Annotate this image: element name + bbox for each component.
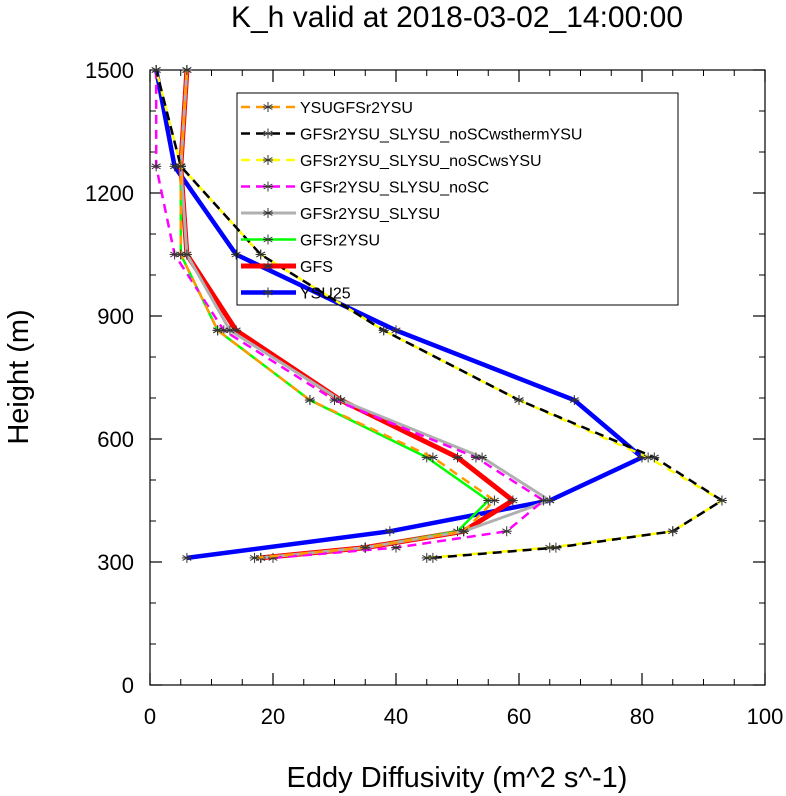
legend-item: YSU25 [241, 286, 351, 303]
legend-item: GFSr2YSU [241, 233, 380, 250]
data-point-marker [514, 395, 524, 406]
data-point-marker [391, 325, 401, 336]
y-tick-label: 0 [122, 673, 134, 698]
y-tick-label: 600 [97, 427, 134, 452]
legend-item: GFSr2YSU_SLYSU_noSCwsYSU [241, 153, 542, 170]
legend-item: GFS [241, 259, 333, 276]
axis-ticks: 0 20 40 60 80 100 0 300 600 900 1200 1500 [85, 58, 783, 729]
x-tick-label: 40 [384, 704, 408, 729]
legend-item: GFSr2YSU_SLYSU_noSCwsthermYSU [241, 127, 582, 144]
data-point-marker [329, 395, 340, 406]
x-tick-label: 20 [261, 704, 285, 729]
data-point-marker [212, 325, 223, 336]
data-point-marker [263, 128, 273, 139]
data-point-marker [427, 452, 438, 463]
data-point-marker [550, 542, 561, 553]
series-line [154, 69, 724, 560]
data-point-marker [489, 495, 500, 506]
data-point-marker [151, 161, 162, 172]
data-point-marker [249, 552, 260, 563]
legend-item: YSUGFSr2YSU [241, 100, 413, 117]
data-point-marker [263, 181, 273, 192]
y-tick-label: 1200 [85, 181, 134, 206]
series-line [179, 69, 552, 560]
data-point-marker [175, 161, 186, 172]
data-point-marker [175, 249, 186, 260]
data-point-marker [470, 452, 481, 463]
data-point-marker [391, 542, 401, 553]
legend-label: GFSr2YSU_SLYSU_noSCwsthermYSU [300, 127, 582, 144]
y-axis-label: Height (m) [3, 309, 35, 444]
data-point-marker [181, 65, 192, 75]
data-point-marker [716, 495, 727, 506]
legend-item: GFSr2YSU_SLYSU_noSC [241, 180, 489, 197]
legend-label: GFS [300, 259, 333, 276]
legend-label: GFSr2YSU [300, 233, 380, 250]
x-axis-label: Eddy Diffusivity (m^2 s^-1) [287, 762, 628, 794]
data-point-marker [538, 495, 549, 506]
x-tick-label: 100 [747, 704, 784, 729]
series-line [154, 69, 724, 560]
legend-box [236, 92, 679, 306]
data-point-marker [649, 452, 660, 463]
data-point-marker [501, 526, 512, 537]
data-point-marker [263, 208, 273, 218]
chart-title: K_h valid at 2018-03-02_14:00:00 [231, 1, 683, 34]
legend-label: GFSr2YSU_SLYSU [300, 206, 440, 223]
data-point-marker [181, 552, 192, 563]
series-line [179, 69, 496, 560]
data-point-marker [667, 526, 678, 537]
legend-label: GFSr2YSU_SLYSU_noSCwsYSU [300, 153, 542, 170]
data-point-marker [378, 325, 389, 336]
data-point-marker [569, 395, 580, 406]
legend-label: GFSr2YSU_SLYSU_noSC [300, 180, 489, 197]
series-line [154, 70, 545, 560]
x-tick-label: 80 [630, 704, 654, 729]
data-point-marker [384, 526, 395, 537]
x-tick-label: 60 [507, 704, 531, 729]
legend-label: YSU25 [300, 286, 351, 303]
x-tick-label: 0 [144, 704, 156, 729]
data-point-marker [263, 102, 273, 112]
data-point-marker [458, 526, 469, 537]
data-point-marker [452, 452, 463, 463]
data-point-marker [263, 155, 273, 165]
series-layer [151, 65, 727, 563]
data-point-marker [263, 261, 273, 271]
legend-item: GFSr2YSU_SLYSU [241, 206, 440, 223]
data-point-marker [427, 552, 438, 563]
legend: YSUGFSr2YSU GFSr2YSU_SLYSU_noSCwsthermYSU… [236, 92, 679, 306]
data-point-marker [151, 65, 162, 75]
data-point-marker [360, 542, 371, 553]
data-point-marker [263, 234, 273, 245]
data-point-marker [231, 249, 242, 260]
y-tick-label: 300 [97, 550, 134, 575]
y-tick-label: 1500 [85, 58, 134, 83]
legend-label: YSUGFSr2YSU [300, 100, 413, 117]
data-point-marker [263, 287, 273, 298]
data-point-marker [507, 495, 518, 506]
data-point-marker [255, 249, 266, 260]
data-point-marker [304, 395, 315, 406]
series-YSUGFSr2YSU [175, 65, 500, 563]
y-tick-label: 900 [97, 304, 134, 329]
